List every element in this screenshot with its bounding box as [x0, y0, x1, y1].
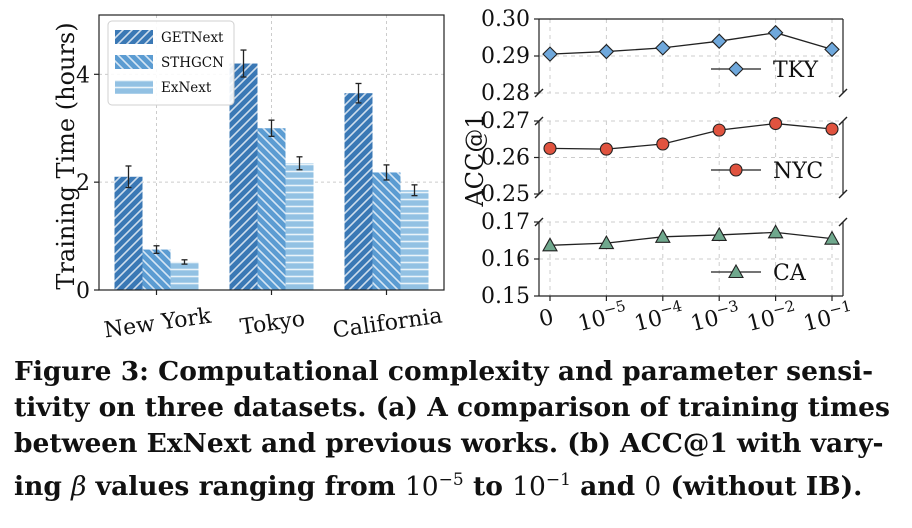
line-panel-tky: 0.28 0.29 0.30 TKY	[481, 7, 848, 106]
data-point-nyc	[769, 117, 783, 131]
bar-hatch	[257, 128, 286, 290]
axis-break-mark	[838, 116, 848, 126]
bar-hatch	[372, 172, 401, 290]
bar-hatch	[170, 261, 199, 290]
error-bar	[153, 245, 160, 254]
legend-label-nyc: NYC	[773, 159, 823, 184]
caption-word-values: values ranging from	[95, 470, 396, 502]
line-chart-x-tick-label: 10−2	[744, 297, 800, 337]
line-panel-legend-nyc: NYC	[711, 159, 823, 184]
bar-chart-y-axis-title: Training Time (hours)	[52, 22, 80, 289]
legend-label-tky: TKY	[773, 58, 819, 83]
bar-hatch	[344, 93, 373, 290]
line-chart-x-tick-label: 10−1	[800, 297, 856, 337]
legend-marker-ca	[728, 263, 744, 279]
legend-label-getnext: GETNext	[161, 30, 224, 46]
bar-hatch	[142, 249, 171, 290]
training-time-bar-chart: 0 2 4 New York Tokyo California GETNext STHGCN E…	[76, 14, 445, 344]
bar-chart-x-tick-label: Tokyo	[239, 307, 307, 341]
axis-break-mark	[838, 88, 848, 98]
bar-chart-y-tick-label: 2	[76, 171, 90, 196]
line-panel-ca: 0.15 0.16 0.17 CA	[481, 210, 848, 309]
line-chart-y-tick-label: 0.29	[481, 44, 530, 69]
bar-hatch	[285, 163, 314, 290]
bar-chart-y-tick-label: 0	[76, 279, 90, 304]
caption-beta-symbol: β	[71, 470, 87, 502]
error-bar	[355, 82, 362, 104]
legend-label-exnext: ExNext	[161, 80, 212, 96]
error-bar	[181, 259, 188, 265]
line-chart-y-axis-title: ACC@1	[461, 113, 489, 207]
data-point-tky	[711, 33, 727, 49]
legend-marker-nyc	[729, 163, 743, 177]
error-bar	[296, 156, 303, 171]
caption-power-min: 10−5	[404, 470, 464, 502]
data-point-ca	[767, 224, 784, 239]
line-chart-x-tick-label: 0	[537, 305, 557, 333]
line-chart-y-tick-label: 0.27	[481, 109, 530, 134]
data-point-tky	[598, 43, 615, 60]
caption-line-3: between ExNext and previous works. (b) A…	[14, 428, 884, 459]
data-point-ca	[598, 234, 615, 250]
caption-word-without-ib: (without IB).	[670, 470, 863, 502]
line-chart-y-tick-label: 0.25	[481, 182, 530, 207]
caption-line-2: tivity on three datasets. (a) A comparis…	[14, 392, 890, 423]
figure-caption: Figure 3: Computational complexity and p…	[14, 354, 904, 505]
caption-power-max: 10−1	[512, 470, 571, 502]
data-point-tky	[767, 24, 784, 41]
bar-hatch	[114, 176, 143, 290]
axis-break-mark	[838, 189, 848, 199]
line-chart-x-tick-label: 10−3	[687, 297, 743, 337]
data-point-tky	[542, 46, 558, 62]
caption-word-to: to	[472, 470, 503, 502]
line-chart-y-tick-label: 0.28	[481, 81, 530, 106]
data-point-nyc	[599, 142, 613, 156]
line-chart-y-tick-label: 0.26	[481, 146, 530, 171]
line-panel-nyc: 0.25 0.26 0.27 NYC	[481, 109, 848, 207]
figure: 0 2 4 New York Tokyo California GETNext STHGCN E…	[52, 7, 856, 344]
data-point-nyc	[825, 122, 839, 136]
axis-break-mark	[838, 217, 848, 227]
data-point-ca	[824, 230, 840, 245]
error-bar	[411, 184, 418, 197]
data-point-tky	[824, 41, 840, 58]
caption-word-and: and	[580, 470, 636, 502]
line-panel-legend-ca: CA	[711, 261, 807, 286]
bar-chart-x-tick-label: California	[331, 304, 444, 344]
line-chart-y-tick-label: 0.17	[481, 210, 530, 235]
error-bar	[268, 119, 275, 137]
bar-hatch	[400, 190, 429, 290]
caption-word-ing: ing	[14, 470, 62, 502]
legend-label-sthgcn: STHGCN	[161, 55, 224, 71]
caption-zero: 0	[644, 470, 662, 502]
line-panel-legend-tky: TKY	[711, 58, 819, 83]
series-line-ca	[549, 231, 833, 246]
series-line-nyc	[549, 122, 833, 150]
legend-label-ca: CA	[773, 261, 807, 286]
legend-marker-tky	[728, 61, 744, 77]
line-chart-y-tick-label: 0.15	[481, 284, 530, 309]
caption-line-4: ing β values ranging from 10−5 to 10−1 a…	[14, 462, 904, 505]
error-bar	[240, 49, 247, 78]
bar-chart-legend: GETNext STHGCN ExNext	[107, 20, 235, 106]
data-point-ca	[654, 228, 671, 243]
data-point-nyc	[543, 141, 557, 155]
acc-sensitivity-line-chart: 0.280.290.30TKY0.250.260.27NYC0.150.160.…	[481, 7, 856, 337]
line-chart-y-tick-label: 0.16	[481, 247, 530, 272]
bar-chart-x-tick-label: New York	[102, 304, 213, 344]
series-line-tky	[549, 32, 833, 55]
line-chart-x-tick-label: 10−4	[631, 297, 687, 337]
error-bar	[383, 164, 390, 181]
data-point-ca	[542, 237, 558, 252]
error-bar	[125, 165, 132, 189]
data-point-nyc	[712, 123, 726, 137]
bar-chart-y-tick-label: 4	[76, 63, 90, 88]
data-point-nyc	[656, 137, 670, 151]
data-point-tky	[655, 40, 671, 56]
line-chart-y-tick-label: 0.30	[481, 7, 530, 32]
line-chart-x-tick-label: 10−5	[575, 297, 631, 337]
data-point-ca	[711, 226, 728, 241]
caption-line-1: Figure 3: Computational complexity and p…	[14, 356, 874, 387]
